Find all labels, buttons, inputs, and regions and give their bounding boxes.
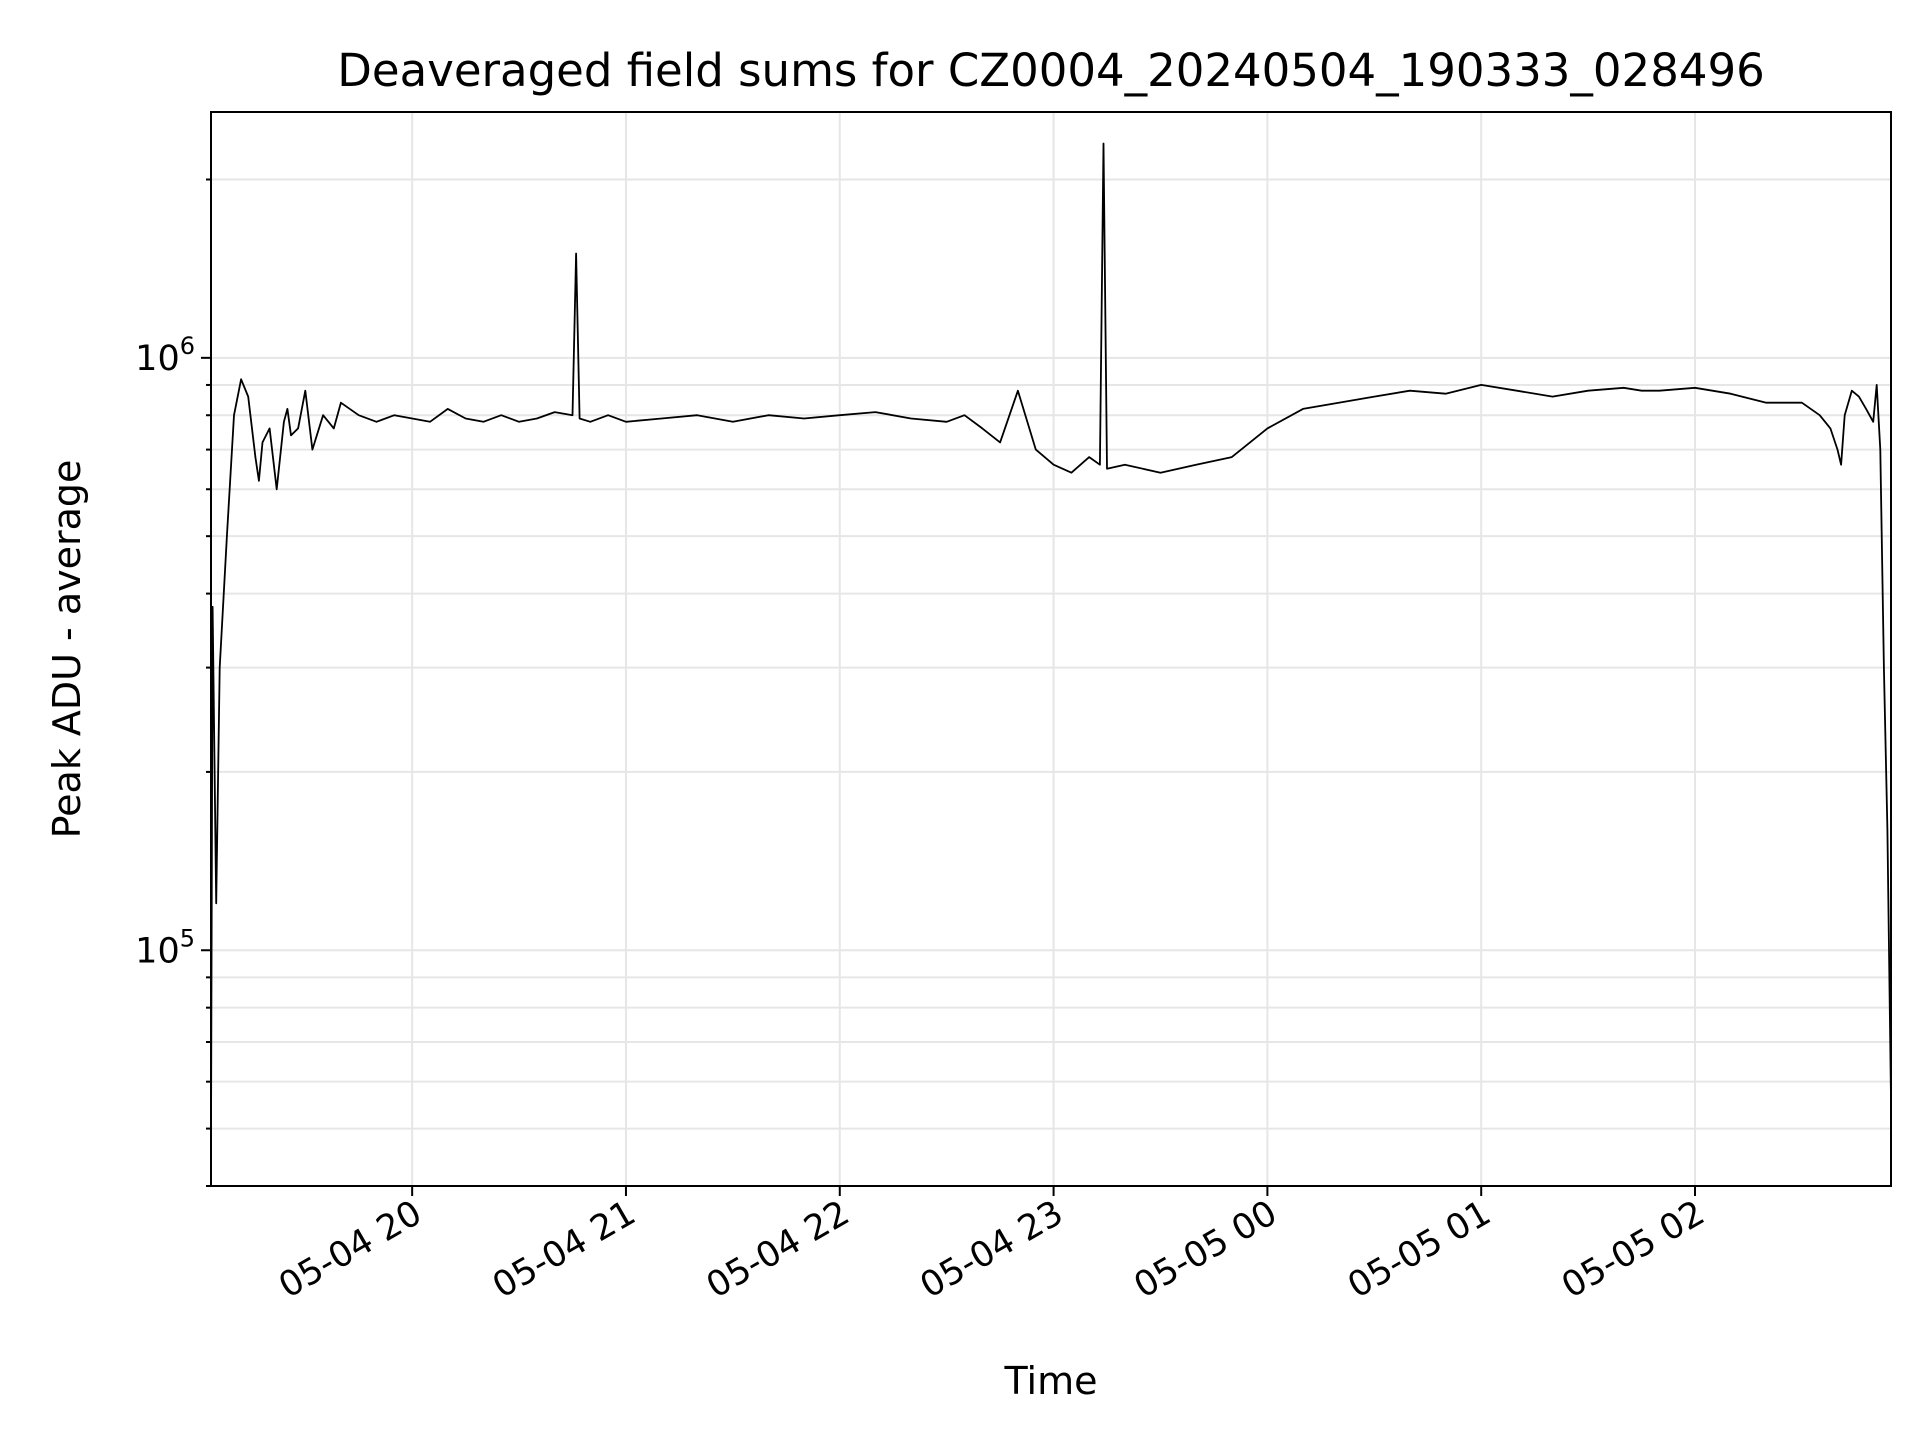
y-tick-base: 10: [135, 339, 180, 379]
grid-layer: [211, 112, 1891, 1187]
y-tick-base: 10: [135, 931, 180, 971]
line-layer: [210, 142, 1892, 1140]
y-tick-label: 105: [135, 924, 195, 971]
series-line: [210, 142, 1892, 1140]
chart-title: Deaveraged field sums for CZ0004_2024050…: [337, 44, 1764, 97]
y-tick-exponent: 5: [180, 924, 195, 952]
y-tick-label: 106: [135, 332, 195, 379]
y-axis-label: Peak ADU - average: [45, 460, 89, 839]
x-axis-label: Time: [1004, 1359, 1098, 1403]
plot-frame: [210, 111, 1892, 1187]
y-tick-exponent: 6: [180, 332, 195, 360]
